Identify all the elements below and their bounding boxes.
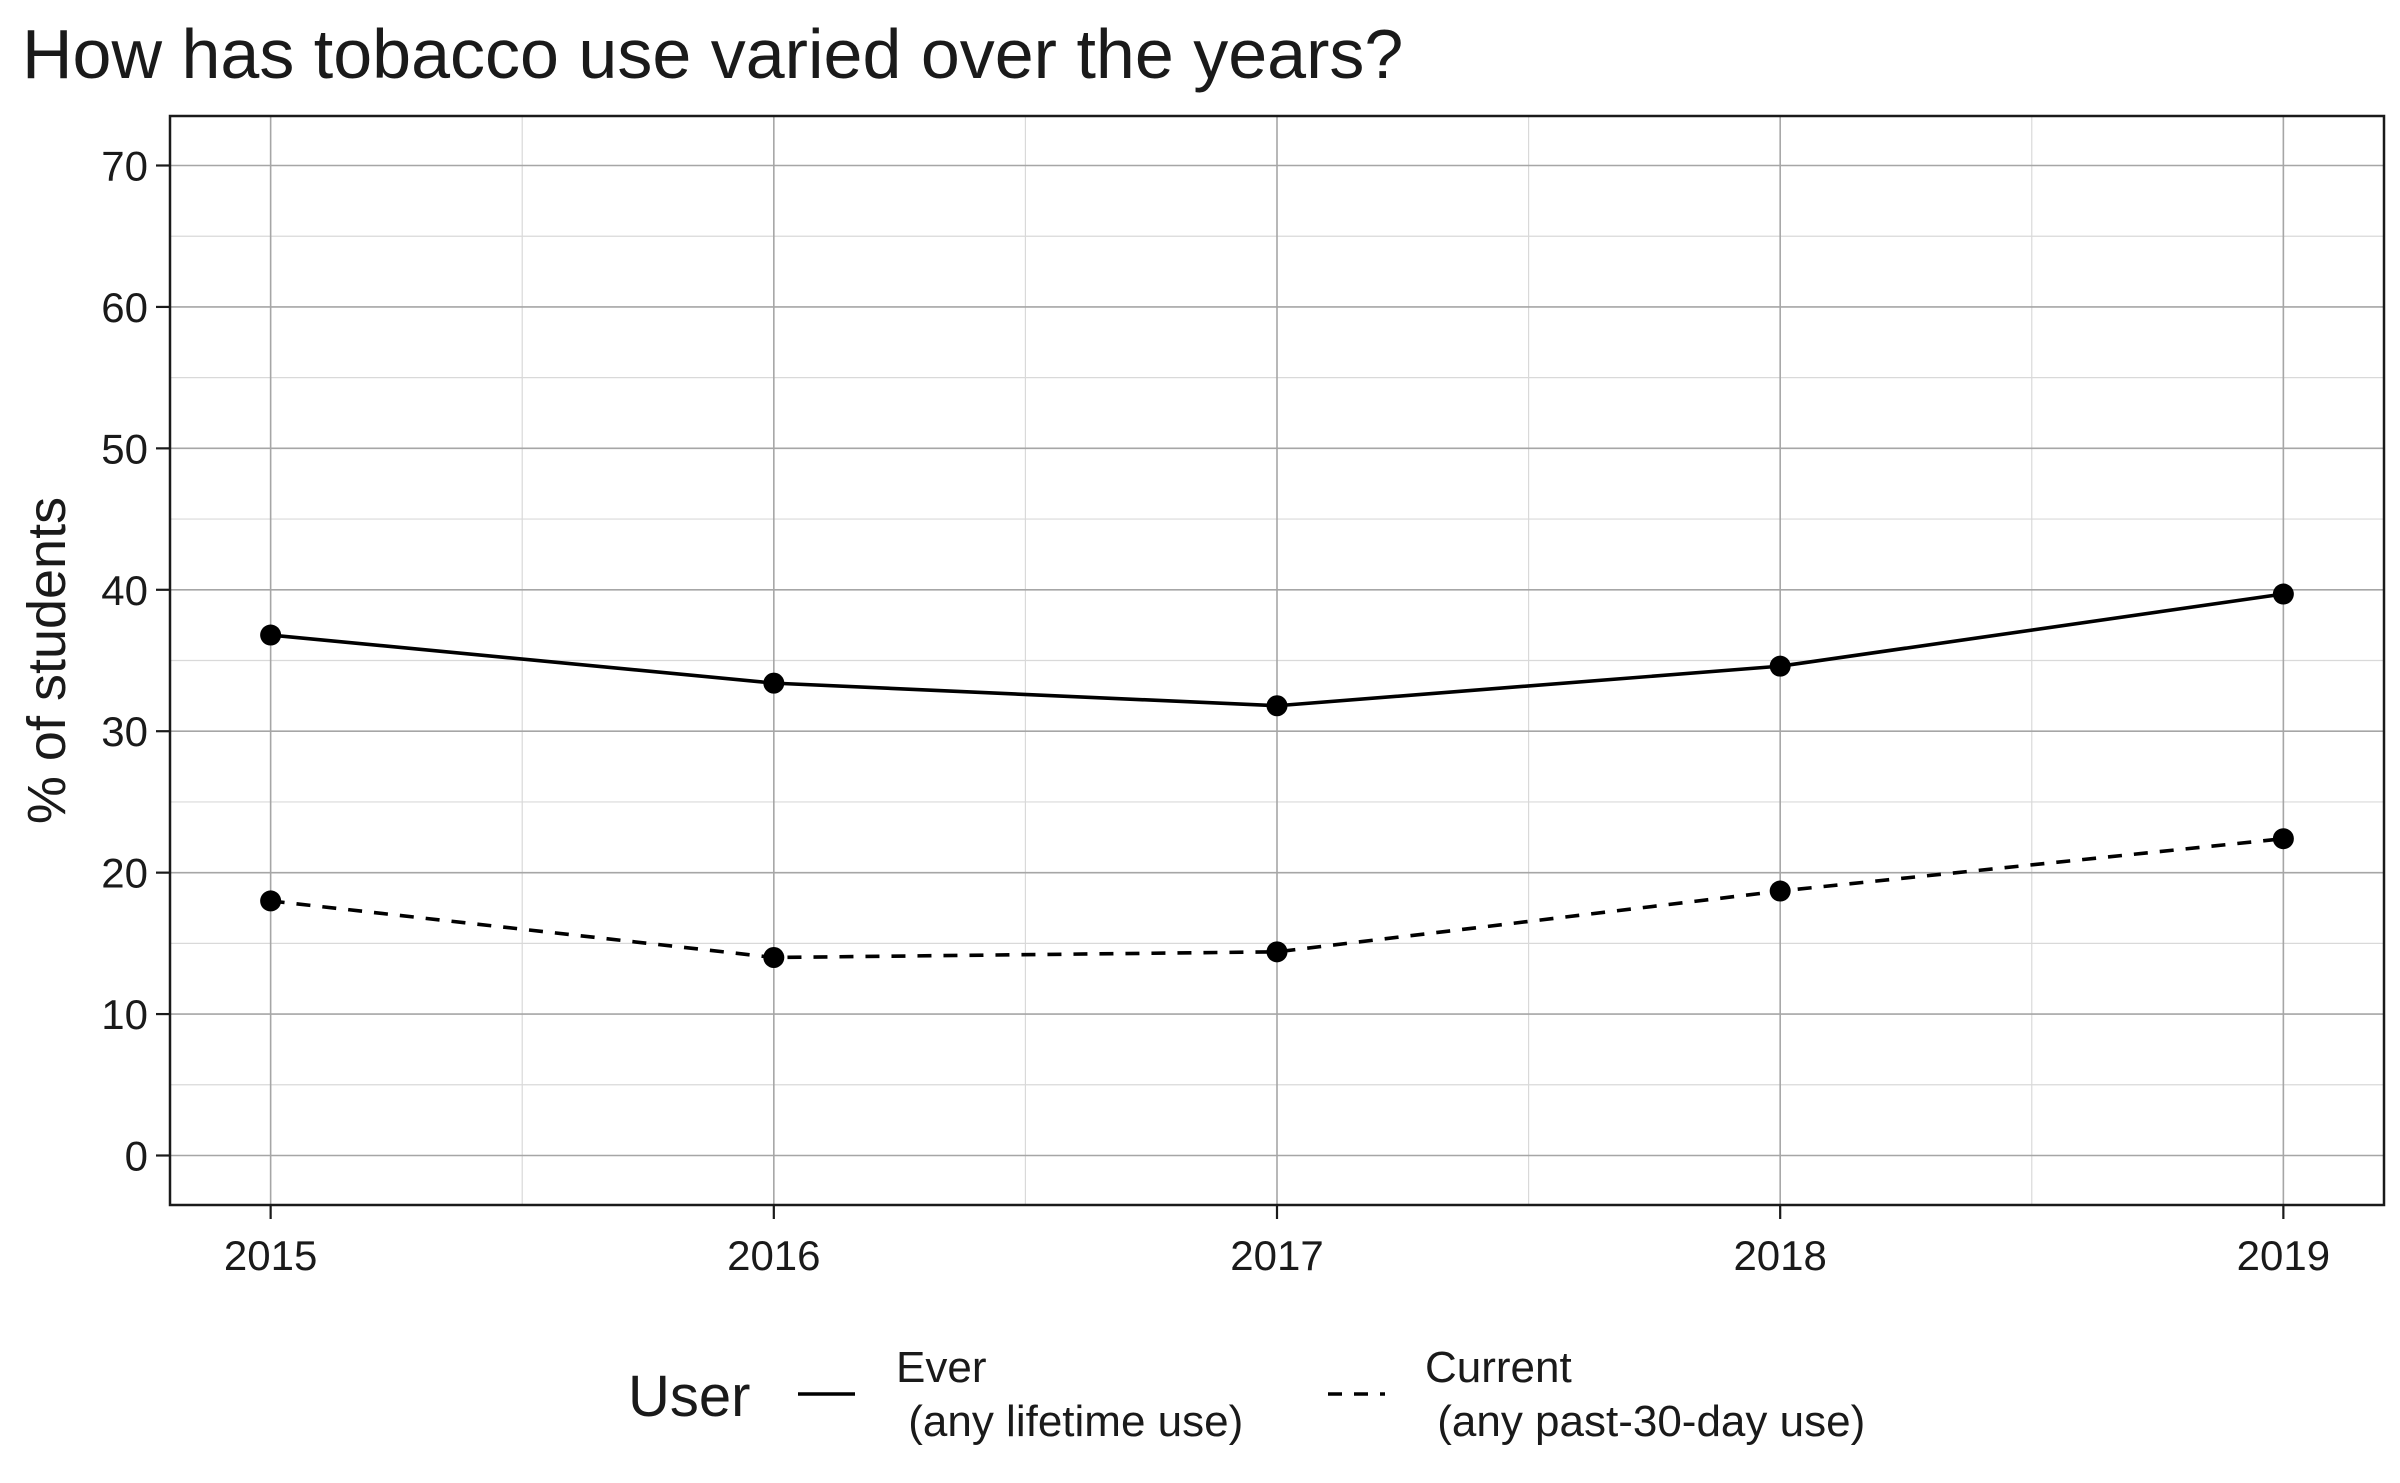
- data-point-ever: [1266, 695, 1288, 717]
- data-point-current: [763, 947, 785, 968]
- data-point-ever: [763, 672, 785, 694]
- chart-title: How has tobacco use varied over the year…: [22, 15, 1403, 93]
- data-point-current: [1769, 880, 1791, 902]
- grid-lines: [170, 116, 2384, 1205]
- series-current: [260, 828, 2294, 968]
- data-point-ever: [1769, 655, 1791, 677]
- x-tick-label: 2015: [224, 1232, 317, 1279]
- y-tick-label: 20: [101, 850, 148, 897]
- legend-label-ever-line2: (any lifetime use): [896, 1397, 1243, 1446]
- y-axis-label: % of students: [17, 497, 77, 824]
- data-point-current: [1266, 941, 1288, 963]
- series-layer: [260, 583, 2294, 968]
- x-tick-label: 2018: [1733, 1232, 1826, 1279]
- legend-label-current-line2: (any past-30-day use): [1425, 1397, 1865, 1446]
- legend-title: User: [628, 1364, 750, 1429]
- data-point-ever: [260, 624, 282, 646]
- y-tick-label: 70: [101, 143, 148, 190]
- y-tick-label: 10: [101, 991, 148, 1038]
- axes: 0 10 20 30 40 50 60 70 2015 2016 2017 2018 2019: [101, 143, 2330, 1280]
- legend-label-ever-line1: Ever: [896, 1343, 986, 1392]
- y-tick-label: 30: [101, 708, 148, 755]
- y-tick-label: 60: [101, 284, 148, 331]
- x-tick-label: 2016: [727, 1232, 820, 1279]
- data-point-current: [2272, 828, 2294, 850]
- x-tick-label: 2019: [2237, 1232, 2330, 1279]
- legend: User Ever (any lifetime use) Current (an…: [628, 1343, 1865, 1446]
- y-tick-label: 50: [101, 425, 148, 472]
- legend-label-current-line1: Current: [1425, 1343, 1572, 1392]
- x-tick-label: 2017: [1230, 1232, 1323, 1279]
- data-point-ever: [2272, 583, 2294, 605]
- y-tick-label: 40: [101, 567, 148, 614]
- y-tick-label: 0: [125, 1133, 148, 1180]
- series-ever: [260, 583, 2294, 717]
- data-point-current: [260, 890, 282, 912]
